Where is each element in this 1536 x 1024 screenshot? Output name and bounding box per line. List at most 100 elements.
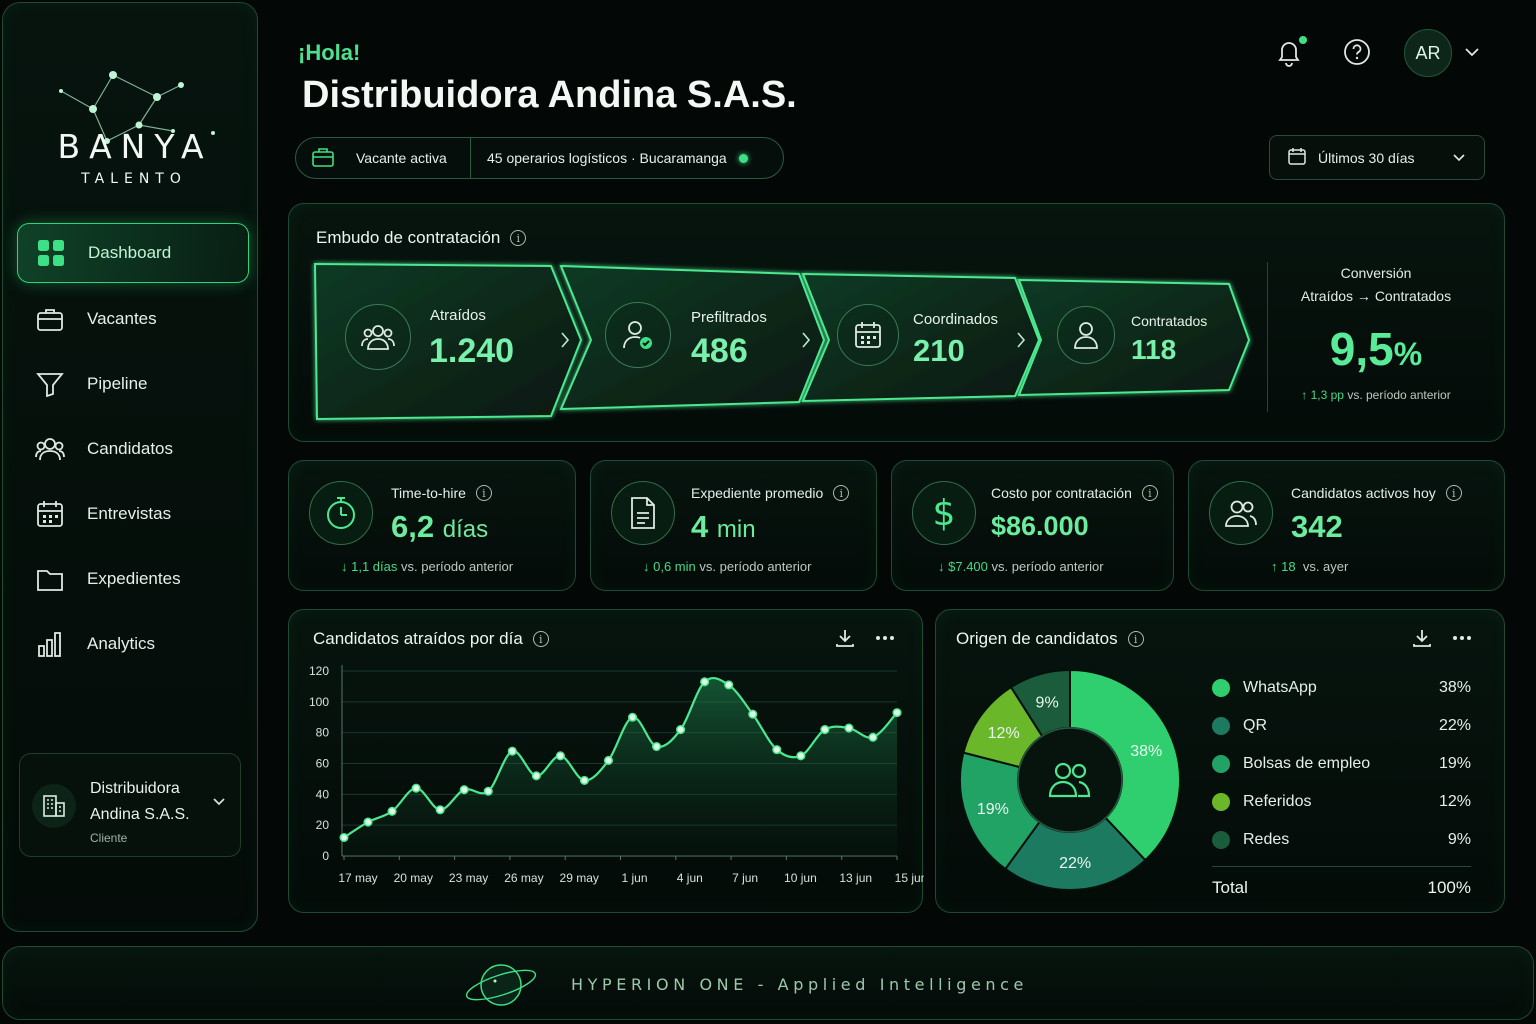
- data-point[interactable]: [844, 723, 854, 733]
- data-point[interactable]: [772, 745, 782, 755]
- data-point[interactable]: [531, 771, 541, 781]
- data-point[interactable]: [603, 755, 614, 765]
- legend-item[interactable]: Bolsas de empleo 19%: [1212, 752, 1471, 776]
- info-icon[interactable]: i: [510, 230, 527, 246]
- info-icon[interactable]: i: [1127, 631, 1144, 647]
- info-icon[interactable]: i: [1141, 485, 1158, 501]
- kpi-title: Candidatos activos hoy i: [1291, 485, 1462, 501]
- kpi-number: 342: [1291, 509, 1343, 544]
- info-icon[interactable]: i: [1445, 485, 1462, 501]
- avatar[interactable]: AR: [1404, 29, 1452, 77]
- data-point[interactable]: [555, 751, 565, 761]
- data-point[interactable]: [627, 712, 638, 722]
- data-point[interactable]: [363, 817, 373, 827]
- data-point[interactable]: [748, 709, 758, 719]
- data-point[interactable]: [820, 725, 830, 735]
- kpi-delta: ↓ $7.400 vs. período anterior: [938, 559, 1104, 574]
- calendar-icon: [1288, 147, 1306, 168]
- building-icon: [32, 784, 76, 828]
- kpi-title: Time-to-hire i: [391, 485, 492, 501]
- data-point[interactable]: [387, 806, 397, 816]
- legend-item[interactable]: Redes 9%: [1212, 828, 1471, 852]
- nav-item-pipeline[interactable]: Pipeline: [17, 354, 249, 414]
- vacancy-detail: 45 operarios logísticos · Bucaramanga: [487, 150, 727, 166]
- data-point[interactable]: [435, 805, 445, 815]
- y-tick-label: 120: [309, 664, 329, 678]
- funnel-stage-shape: [313, 262, 583, 421]
- footer: HYPERION ONE - Applied Intelligence: [2, 946, 1534, 1020]
- kpi-card-time-to-hire[interactable]: Time-to-hire i 6,2 días ↓ 1,1 días vs. pe…: [288, 460, 576, 591]
- page-title: Distribuidora Andina S.A.S.: [302, 74, 797, 116]
- users-icon: [345, 304, 411, 370]
- nav-label: Candidatos: [87, 439, 174, 458]
- data-point[interactable]: [339, 832, 349, 843]
- users-icon: [1209, 481, 1273, 545]
- constellation-logo-icon: [59, 71, 215, 144]
- legend-item[interactable]: Referidos 12%: [1212, 790, 1471, 814]
- data-point[interactable]: [796, 751, 806, 761]
- download-icon[interactable]: [835, 628, 855, 648]
- conversion-summary: Conversión Atraídos → Contratados 9,5% ↑…: [1267, 262, 1485, 402]
- info-icon[interactable]: i: [833, 485, 850, 501]
- delta-value: 1,1 días: [351, 559, 398, 574]
- help-icon[interactable]: [1343, 38, 1371, 66]
- bell-icon[interactable]: [1272, 36, 1308, 70]
- area-fill: [344, 678, 897, 856]
- download-icon[interactable]: [1412, 628, 1432, 648]
- chevron-right-icon: [1017, 332, 1026, 348]
- brand-name: BANYA: [57, 127, 213, 166]
- data-point[interactable]: [411, 783, 421, 793]
- chevron-down-icon[interactable]: [1464, 44, 1480, 60]
- kpi-delta: ↓ 1,1 días vs. período anterior: [341, 559, 513, 574]
- stage-value: 118: [1131, 334, 1177, 365]
- date-range-select[interactable]: Últimos 30 días: [1269, 135, 1485, 180]
- data-point[interactable]: [459, 785, 469, 795]
- arrow-down-icon: ↓: [341, 559, 348, 574]
- nav-item-entrevistas[interactable]: Entrevistas: [17, 484, 249, 544]
- panel-title: Candidatos atraídos por día i: [313, 629, 549, 649]
- y-tick-label: 40: [316, 787, 330, 801]
- nav-label: Dashboard: [88, 243, 172, 262]
- legend-label: QR: [1243, 717, 1267, 734]
- data-point[interactable]: [892, 708, 902, 718]
- data-point[interactable]: [579, 775, 589, 786]
- data-point[interactable]: [507, 746, 517, 756]
- kpi-card-costo[interactable]: $ Costo por contratación i $86.000 ↓ $7.4…: [891, 460, 1174, 591]
- client-name: Distribuidora Andina S.A.S.: [90, 780, 190, 823]
- data-point[interactable]: [700, 677, 710, 687]
- nav-item-vacantes[interactable]: Vacantes: [17, 289, 249, 349]
- delta-value: 0,6 min: [653, 559, 696, 574]
- user-check-icon: [605, 302, 671, 368]
- more-icon[interactable]: [1452, 635, 1472, 641]
- data-point[interactable]: [676, 725, 686, 735]
- data-point[interactable]: [724, 680, 734, 690]
- info-icon[interactable]: i: [475, 485, 492, 501]
- kpi-card-activos[interactable]: Candidatos activos hoy i 342 ↑ 18 vs. aye…: [1188, 460, 1505, 591]
- chevron-down-icon: [213, 798, 225, 806]
- active-vacancy-pill[interactable]: Vacante activa 45 operarios logísticos ·…: [295, 137, 784, 179]
- data-point[interactable]: [483, 786, 493, 796]
- nav-item-dashboard[interactable]: Dashboard: [17, 223, 249, 283]
- nav-item-analytics[interactable]: Analytics: [17, 614, 249, 674]
- data-point[interactable]: [868, 732, 878, 742]
- nav-item-candidatos[interactable]: Candidatos: [17, 419, 249, 479]
- nav-item-expedientes[interactable]: Expedientes: [17, 549, 249, 609]
- legend-item[interactable]: WhatsApp 38%: [1212, 676, 1471, 700]
- chevron-down-icon: [1453, 154, 1465, 162]
- stage-value: 210: [913, 333, 965, 368]
- calendar-icon: [35, 499, 65, 529]
- legend-value: 9%: [1447, 831, 1471, 848]
- more-icon[interactable]: [875, 635, 895, 641]
- legend-value: 22%: [1438, 717, 1471, 734]
- kpi-card-expediente[interactable]: Expediente promedio i 4 min ↓ 0,6 min vs.…: [590, 460, 877, 591]
- data-point[interactable]: [652, 741, 662, 752]
- folder-icon: [35, 564, 65, 594]
- client-selector[interactable]: Distribuidora Andina S.A.S. Cliente: [19, 753, 241, 857]
- info-icon[interactable]: i: [532, 631, 549, 647]
- kpi-delta: ↑ 18 vs. ayer: [1271, 559, 1348, 574]
- chart-toolbar: [835, 628, 895, 648]
- legend-item[interactable]: QR 22%: [1212, 714, 1471, 738]
- stage-label: Prefiltrados: [691, 309, 767, 326]
- legend-swatch: [1212, 717, 1230, 735]
- slice-label: 22%: [1059, 855, 1091, 872]
